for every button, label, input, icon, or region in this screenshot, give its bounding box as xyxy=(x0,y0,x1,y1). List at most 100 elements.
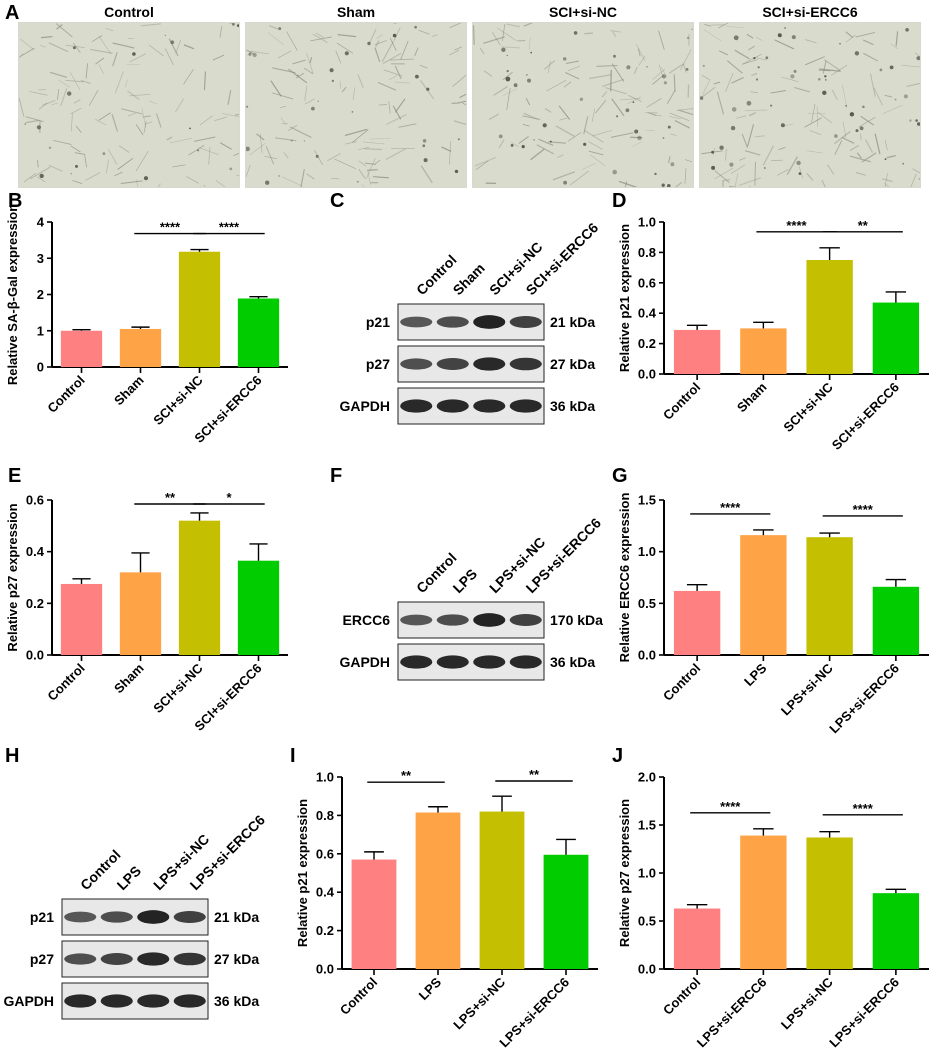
y-axis-label: Relative p21 expression xyxy=(617,224,632,372)
cell-streak xyxy=(382,53,402,64)
cell-streak xyxy=(42,99,56,106)
cell-streak xyxy=(213,116,228,122)
cell-streak xyxy=(841,136,855,144)
debris-dot xyxy=(426,87,430,91)
debris-dot xyxy=(654,172,657,176)
blot-band xyxy=(509,399,542,413)
cell-streak xyxy=(203,71,206,91)
debris-dot xyxy=(834,134,838,138)
cell-streak xyxy=(390,58,415,61)
debris-dot xyxy=(894,98,897,101)
cell-streak xyxy=(610,132,634,138)
cell-streak xyxy=(901,64,920,68)
cell-streak xyxy=(584,32,593,35)
cell-streak xyxy=(394,98,406,113)
cell-streak xyxy=(567,65,581,72)
debris-dot xyxy=(317,100,319,103)
debris-dot xyxy=(731,107,737,112)
cell-streak xyxy=(19,38,35,50)
cell-streak xyxy=(734,49,750,60)
cell-streak xyxy=(149,100,158,105)
debris-dot xyxy=(903,94,908,99)
cell-streak xyxy=(612,31,617,37)
blot-row-label-gapdh: GAPDH xyxy=(339,398,390,414)
bar-sci-si-ercc6 xyxy=(237,560,280,655)
debris-dot xyxy=(667,125,671,129)
cell-streak xyxy=(377,81,397,91)
cell-streak xyxy=(271,92,294,100)
debris-dot xyxy=(793,69,797,73)
debris-dot xyxy=(542,123,547,128)
cell-streak xyxy=(543,60,556,70)
debris-dot xyxy=(855,129,859,133)
cell-streak xyxy=(219,26,223,38)
cell-streak xyxy=(473,25,475,45)
cell-streak xyxy=(418,29,430,35)
cell-streak xyxy=(303,67,314,75)
blot-band xyxy=(173,952,206,966)
debris-dot xyxy=(549,140,552,143)
blot-band xyxy=(436,655,469,669)
cell-streak xyxy=(264,156,277,160)
cell-streak xyxy=(361,184,365,187)
cell-streak xyxy=(388,101,391,114)
cell-streaks xyxy=(473,23,693,187)
debris-dot xyxy=(763,167,766,169)
cell-streak xyxy=(419,64,428,69)
y-axis-label: Relative p27 expression xyxy=(5,503,20,651)
debris-dot xyxy=(719,145,724,150)
debris-dot xyxy=(632,101,635,104)
bar-lps-si-nc xyxy=(479,811,525,969)
debris-dot xyxy=(796,160,801,166)
y-tick-label: 1 xyxy=(37,323,44,338)
debris-dot xyxy=(862,105,865,109)
cell-streak xyxy=(741,133,748,148)
cell-streak xyxy=(774,39,795,50)
cell-streak xyxy=(807,112,826,114)
x-tick-label: Sham xyxy=(111,373,147,409)
cell-streak xyxy=(794,86,810,93)
cell-streak xyxy=(678,109,693,116)
debris-dot xyxy=(573,31,578,35)
cell-streak xyxy=(583,116,589,135)
debris-dot xyxy=(189,127,191,130)
blot-band xyxy=(509,613,542,627)
cell-streak xyxy=(336,42,354,54)
debris-dot xyxy=(423,158,428,163)
cell-streak xyxy=(522,115,541,121)
debris-dot xyxy=(616,115,619,118)
x-tick-label: LPS xyxy=(741,660,770,689)
cell-streak xyxy=(558,105,571,120)
cell-streak xyxy=(374,47,381,62)
micrograph-title-sci-si-ercc6: SCI+si-ERCC6 xyxy=(762,4,858,20)
cell-streak xyxy=(385,148,406,161)
cell-streak xyxy=(121,108,143,115)
cell-streak xyxy=(118,145,130,153)
cell-streak xyxy=(661,67,668,78)
cell-streak xyxy=(483,36,505,44)
cell-streak xyxy=(682,63,687,73)
cell-streak xyxy=(777,169,789,176)
cell-streak xyxy=(646,97,662,108)
y-tick-label: 1.0 xyxy=(316,770,334,785)
cell-streak xyxy=(51,102,58,106)
cell-streak xyxy=(805,39,817,44)
blot-lane-label-lps: LPS xyxy=(114,863,145,894)
cell-streak xyxy=(392,105,402,120)
panel-letter-h: H xyxy=(5,745,20,767)
cell-streak xyxy=(91,35,103,43)
cell-streak xyxy=(750,91,758,94)
cell-streak xyxy=(400,40,409,60)
cell-streak xyxy=(906,82,920,87)
cell-streak xyxy=(666,90,676,105)
cell-streak xyxy=(588,150,604,156)
cell-streak xyxy=(383,69,403,77)
cell-streak xyxy=(497,27,517,41)
x-tick-label: SCI+si-NC xyxy=(780,379,836,435)
cell-streak xyxy=(277,50,292,59)
cell-streak xyxy=(169,137,192,144)
cell-streak xyxy=(831,89,839,101)
blot-band xyxy=(137,994,170,1008)
cell-streak xyxy=(175,39,182,54)
